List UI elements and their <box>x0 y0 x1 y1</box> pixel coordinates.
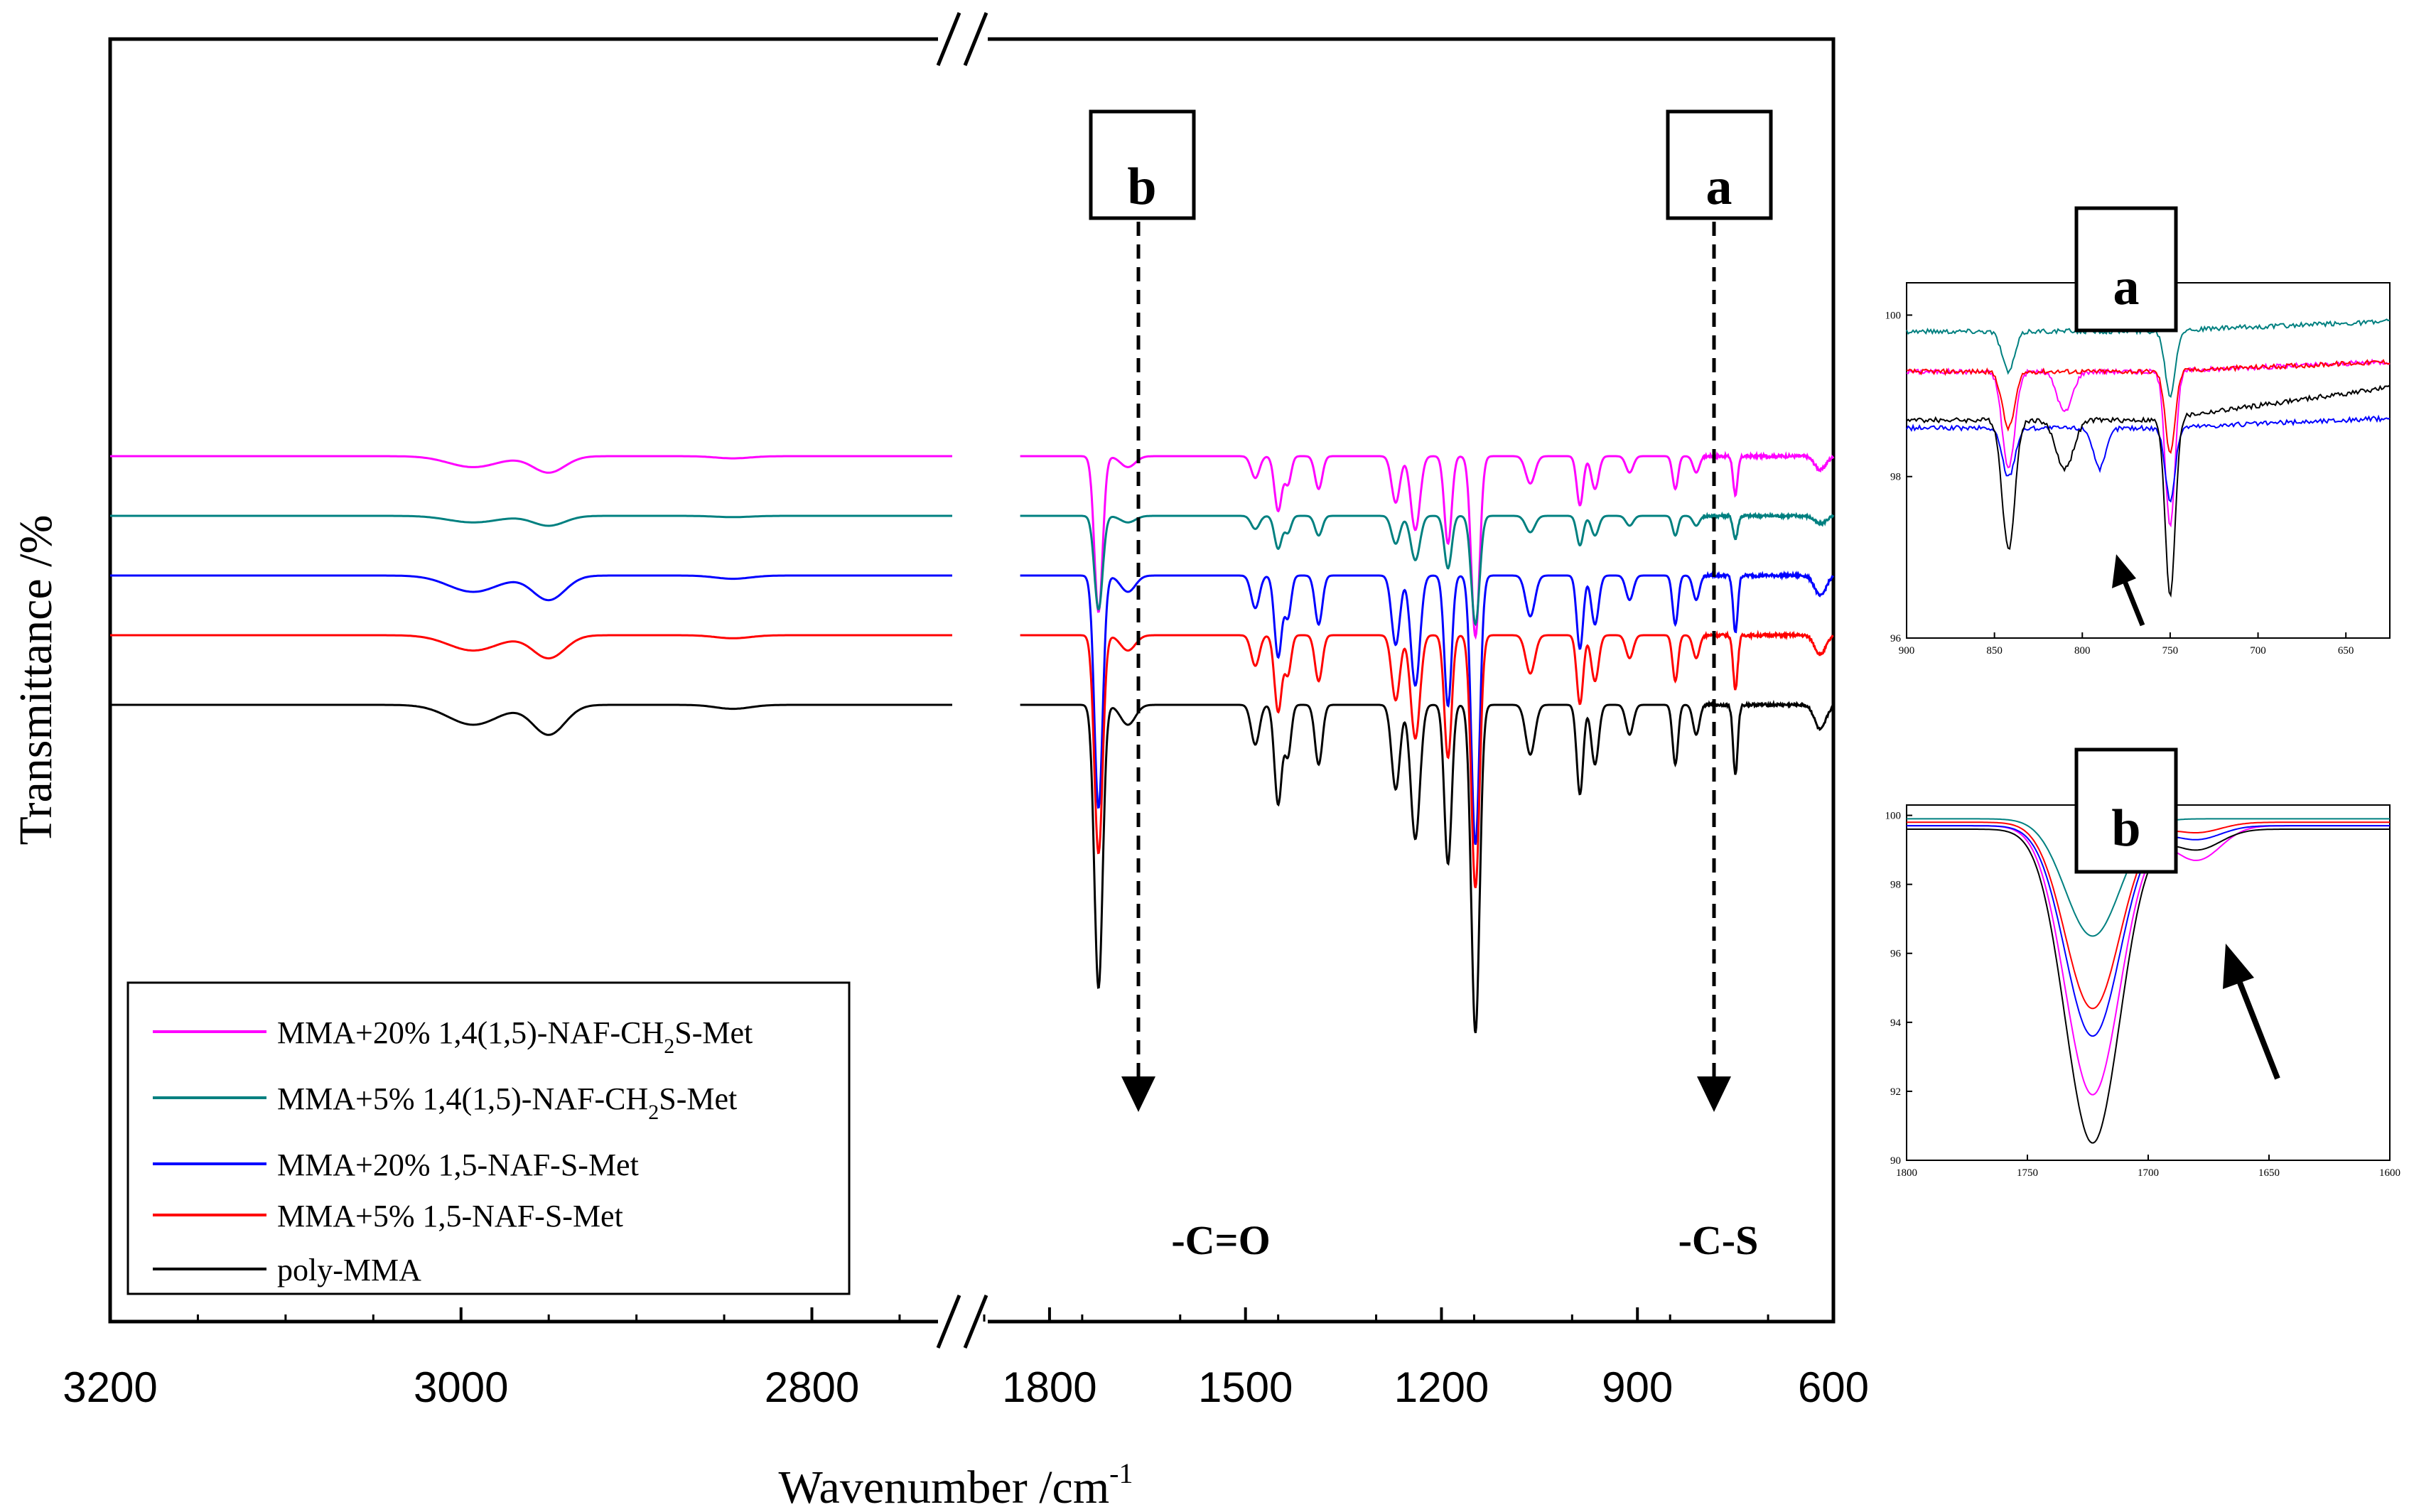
series-line <box>110 574 952 602</box>
inset-b-title-box <box>2074 747 2178 874</box>
x-tick-label: 900 <box>1602 1364 1673 1411</box>
main-spectrum-chart: 3200 3000 2800 1800 1500 1200 900 600 Transmitt… <box>10 12 1869 1512</box>
series-line <box>110 634 952 660</box>
inset-b-x-tick-label: 1800 <box>1896 1167 1917 1179</box>
series-line <box>1020 630 1834 889</box>
main-series-group <box>110 450 1835 1034</box>
x-tick-label: 600 <box>1798 1364 1869 1411</box>
legend-label: MMA+5% 1,5-NAF-S-Met <box>277 1199 623 1233</box>
marker-label-b: b <box>1127 158 1156 216</box>
inset-b-x-tick-label: 1650 <box>2258 1167 2280 1179</box>
inset-a-y-tick-label: 100 <box>1885 310 1902 321</box>
inset-a-x-tick-label: 900 <box>1899 645 1915 657</box>
marker-group: b a -C=O -C-S <box>1089 109 1773 1263</box>
inset-a-title: a <box>2113 258 2140 316</box>
series-line <box>1020 450 1835 640</box>
inset-a-frame <box>1906 282 2391 639</box>
y-axis-title: Transmittance /% <box>10 515 62 846</box>
inset-chart-b: 1800 1750 1700 1650 1600 90 92 94 96 98 100 b <box>1885 747 2401 1179</box>
marker-box-b <box>1089 109 1196 220</box>
inset-b-x-tick-label: 1750 <box>2017 1167 2038 1179</box>
inset-a-y-tick-label: 96 <box>1890 633 1902 644</box>
inset-b-y-tick-label: 94 <box>1890 1017 1902 1029</box>
legend-label: MMA+20% 1,5-NAF-S-Met <box>277 1148 639 1182</box>
marker-box-a <box>1666 109 1773 220</box>
x-tick-label: 2800 <box>765 1364 859 1411</box>
inset-b-arrowhead <box>2223 944 2254 989</box>
inset-a-series-line <box>1906 358 2391 455</box>
inset-chart-a: 900 850 800 750 700 650 96 98 100 a <box>1885 206 2391 657</box>
x-tick-label: 3200 <box>63 1364 157 1411</box>
series-line <box>1020 511 1835 627</box>
legend-label: MMA+5% 1,4(1,5)-NAF-CH2S-Met <box>277 1081 737 1124</box>
series-line <box>1020 570 1835 846</box>
inset-a-y-tick-label: 98 <box>1890 472 1901 483</box>
x-tick-label: 1800 <box>1002 1364 1096 1411</box>
inset-a-ticks: 900 850 800 750 700 650 96 98 100 <box>1885 310 2354 657</box>
inset-a-x-tick-label: 650 <box>2338 645 2354 657</box>
inset-b-x-tick-label: 1600 <box>2379 1167 2400 1179</box>
inset-a-x-tick-label: 800 <box>2074 645 2091 657</box>
inset-a-series-line <box>1906 414 2391 503</box>
legend-label: MMA+20% 1,4(1,5)-NAF-CH2S-Met <box>277 1015 753 1058</box>
inset-b-y-tick-label: 96 <box>1890 949 1902 960</box>
inset-a-series-line <box>1906 318 2391 398</box>
marker-arrowhead-a <box>1697 1076 1731 1112</box>
legend-entry: MMA+20% 1,5-NAF-S-Met <box>153 1148 639 1182</box>
inset-b-ticks: 1800 1750 1700 1650 1600 90 92 94 96 98 100 <box>1885 811 2401 1179</box>
x-tick-label: 3000 <box>414 1364 508 1411</box>
legend-entry: poly-MMA <box>153 1253 421 1287</box>
inset-a-arrowhead <box>2112 554 2136 588</box>
annotation-c-s: -C-S <box>1678 1217 1759 1263</box>
x-tick-label: 1500 <box>1198 1364 1293 1411</box>
legend-entry: MMA+5% 1,5-NAF-S-Met <box>153 1199 623 1233</box>
inset-a-title-box <box>2074 206 2178 333</box>
legend-entry: MMA+5% 1,4(1,5)-NAF-CH2S-Met <box>153 1081 737 1124</box>
inset-b-y-tick-label: 92 <box>1890 1086 1901 1098</box>
series-line <box>110 703 952 736</box>
series-line <box>1020 699 1834 1034</box>
inset-b-y-tick-label: 90 <box>1890 1155 1901 1167</box>
x-axis-title: Wavenumber /cm-1 <box>778 1457 1133 1512</box>
inset-a-x-tick-label: 750 <box>2162 645 2179 657</box>
inset-a-arrow-line <box>2122 580 2145 627</box>
legend-entry: MMA+20% 1,4(1,5)-NAF-CH2S-Met <box>153 1015 753 1058</box>
series-line <box>110 455 952 474</box>
legend-label: poly-MMA <box>277 1253 421 1287</box>
inset-b-title: b <box>2111 799 2140 858</box>
series-line <box>110 514 952 527</box>
axis-break-marks <box>936 12 988 1349</box>
inset-a-series-line <box>1906 384 2391 598</box>
inset-b-y-tick-label: 100 <box>1885 811 1902 822</box>
inset-b-x-tick-label: 1700 <box>2138 1167 2159 1179</box>
marker-arrowhead-b <box>1121 1076 1155 1112</box>
inset-a-x-tick-label: 700 <box>2250 645 2266 657</box>
inset-a-series-group <box>1906 318 2391 598</box>
legend: MMA+20% 1,4(1,5)-NAF-CH2S-Met MMA+5% 1,4… <box>126 981 851 1295</box>
main-x-ticks: 3200 3000 2800 1800 1500 1200 900 600 <box>63 1307 1869 1411</box>
x-tick-label: 1200 <box>1394 1364 1489 1411</box>
inset-a-x-tick-label: 850 <box>1986 645 2003 657</box>
marker-label-a: a <box>1706 158 1732 216</box>
annotation-carbonyl: -C=O <box>1171 1217 1270 1263</box>
inset-b-y-tick-label: 98 <box>1890 880 1901 891</box>
inset-b-arrow-line <box>2237 981 2280 1080</box>
legend-box <box>126 981 851 1295</box>
